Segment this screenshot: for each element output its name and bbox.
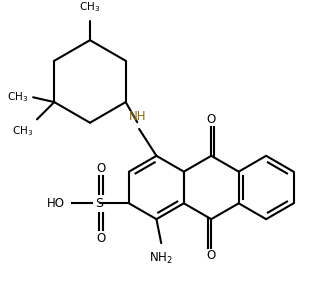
Text: O: O — [207, 249, 216, 262]
Text: O: O — [97, 162, 106, 175]
Text: O: O — [207, 113, 216, 126]
Text: CH$_3$: CH$_3$ — [79, 1, 100, 14]
Text: CH$_3$: CH$_3$ — [12, 124, 33, 138]
Text: HO: HO — [47, 197, 65, 210]
Text: CH$_3$: CH$_3$ — [7, 90, 28, 104]
Text: O: O — [97, 232, 106, 245]
Text: NH: NH — [129, 110, 146, 123]
Text: S: S — [95, 197, 103, 210]
Text: NH$_2$: NH$_2$ — [149, 251, 173, 266]
